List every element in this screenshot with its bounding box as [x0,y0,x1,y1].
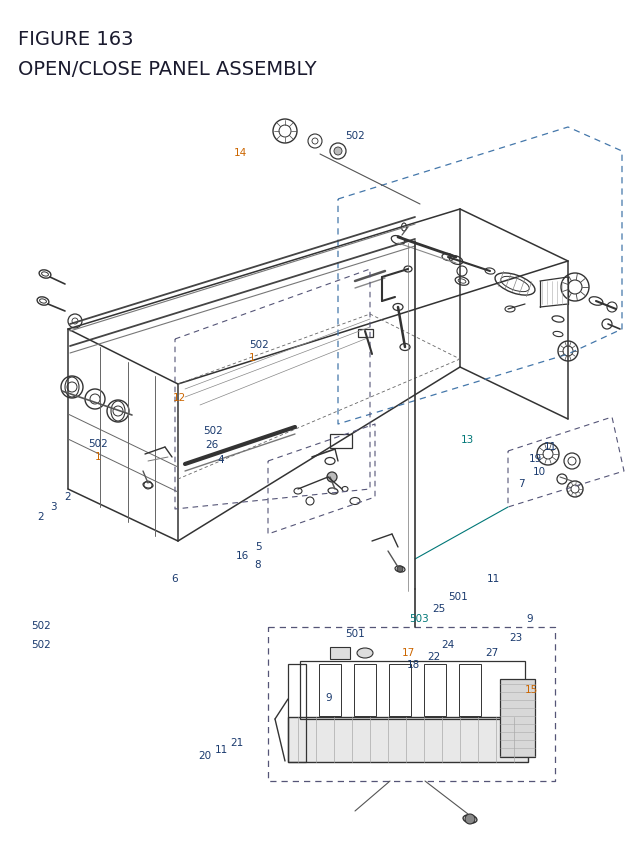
Bar [354,664,376,716]
Text: 503: 503 [410,613,429,623]
Bar [424,664,446,716]
Text: 18: 18 [406,660,420,670]
Circle shape [397,567,403,573]
Text: 502: 502 [204,425,223,436]
Text: 9: 9 [325,692,332,703]
Bar [330,647,350,660]
Circle shape [465,814,475,824]
Bar [330,435,352,449]
Text: 2: 2 [64,491,70,501]
Bar [300,661,525,719]
Text: 11: 11 [214,744,228,754]
Text: 20: 20 [198,750,212,760]
Bar [459,664,481,716]
Text: 16: 16 [236,550,249,561]
Text: 12: 12 [173,393,186,403]
Text: 11: 11 [486,573,500,584]
Text: 14: 14 [234,148,247,158]
Text: 1: 1 [95,451,101,461]
Text: 6: 6 [172,573,178,584]
Text: 11: 11 [544,441,557,451]
Text: 2: 2 [37,511,44,522]
Bar [500,679,535,757]
Text: 1: 1 [248,352,255,362]
Circle shape [327,473,337,482]
Bar [288,717,528,762]
Text: 25: 25 [433,603,446,613]
Text: 26: 26 [205,439,218,449]
Text: 8: 8 [255,559,261,569]
Text: 23: 23 [509,632,522,642]
Text: 27: 27 [485,647,499,658]
Circle shape [334,148,342,156]
Bar [389,664,411,716]
Text: 502: 502 [250,339,269,350]
Text: 4: 4 [218,455,224,465]
Text: 501: 501 [346,628,365,638]
Text: 15: 15 [525,684,538,694]
Text: 502: 502 [31,620,51,630]
Text: 17: 17 [402,647,415,658]
Text: 13: 13 [461,434,474,444]
Bar [319,664,341,716]
Ellipse shape [357,648,373,659]
Text: 21: 21 [230,737,244,747]
Text: 501: 501 [448,592,468,602]
Text: 502: 502 [88,438,108,449]
Text: 24: 24 [442,639,455,649]
Text: 3: 3 [50,501,56,511]
Text: 7: 7 [518,479,525,489]
Text: OPEN/CLOSE PANEL ASSEMBLY: OPEN/CLOSE PANEL ASSEMBLY [18,60,317,79]
Text: 5: 5 [255,542,261,552]
Bar [288,664,306,762]
Bar [358,330,373,338]
Text: FIGURE 163: FIGURE 163 [18,30,134,49]
Text: 22: 22 [428,651,441,661]
Text: 10: 10 [532,467,546,477]
Text: 9: 9 [526,613,532,623]
Text: 19: 19 [529,453,542,463]
Text: 502: 502 [31,639,51,649]
Text: 502: 502 [346,131,365,141]
